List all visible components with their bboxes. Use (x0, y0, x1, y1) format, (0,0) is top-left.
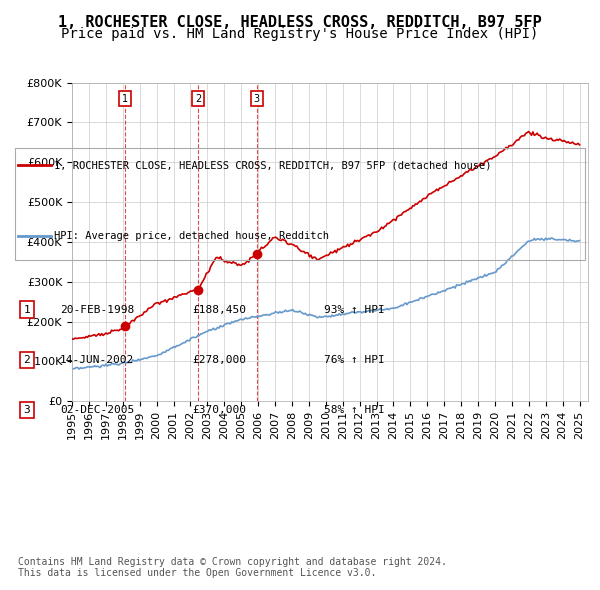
Text: 14-JUN-2002: 14-JUN-2002 (60, 355, 134, 365)
Text: Price paid vs. HM Land Registry's House Price Index (HPI): Price paid vs. HM Land Registry's House … (61, 27, 539, 41)
Text: 1, ROCHESTER CLOSE, HEADLESS CROSS, REDDITCH, B97 5FP: 1, ROCHESTER CLOSE, HEADLESS CROSS, REDD… (58, 15, 542, 30)
Text: HPI: Average price, detached house, Redditch: HPI: Average price, detached house, Redd… (54, 231, 329, 241)
Text: 3: 3 (23, 405, 31, 415)
Text: 20-FEB-1998: 20-FEB-1998 (60, 305, 134, 314)
Text: 3: 3 (254, 94, 260, 103)
Text: 1: 1 (23, 305, 31, 314)
Text: 1: 1 (122, 94, 128, 103)
Text: 02-DEC-2005: 02-DEC-2005 (60, 405, 134, 415)
Text: 58% ↑ HPI: 58% ↑ HPI (324, 405, 385, 415)
Text: £278,000: £278,000 (192, 355, 246, 365)
Text: 2: 2 (23, 355, 31, 365)
Text: 2: 2 (195, 94, 201, 103)
Text: £188,450: £188,450 (192, 305, 246, 314)
Text: 76% ↑ HPI: 76% ↑ HPI (324, 355, 385, 365)
Text: 1, ROCHESTER CLOSE, HEADLESS CROSS, REDDITCH, B97 5FP (detached house): 1, ROCHESTER CLOSE, HEADLESS CROSS, REDD… (54, 160, 491, 170)
Text: £370,000: £370,000 (192, 405, 246, 415)
Text: 93% ↑ HPI: 93% ↑ HPI (324, 305, 385, 314)
Text: Contains HM Land Registry data © Crown copyright and database right 2024.
This d: Contains HM Land Registry data © Crown c… (18, 556, 447, 578)
